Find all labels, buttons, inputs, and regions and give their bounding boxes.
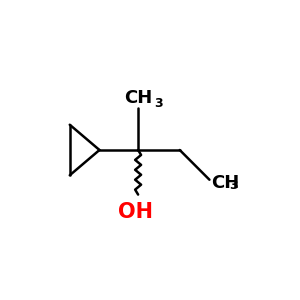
- Text: OH: OH: [118, 202, 153, 222]
- Text: CH: CH: [211, 174, 239, 192]
- Text: 3: 3: [154, 97, 163, 110]
- Text: 3: 3: [230, 179, 238, 192]
- Text: CH: CH: [124, 89, 152, 107]
